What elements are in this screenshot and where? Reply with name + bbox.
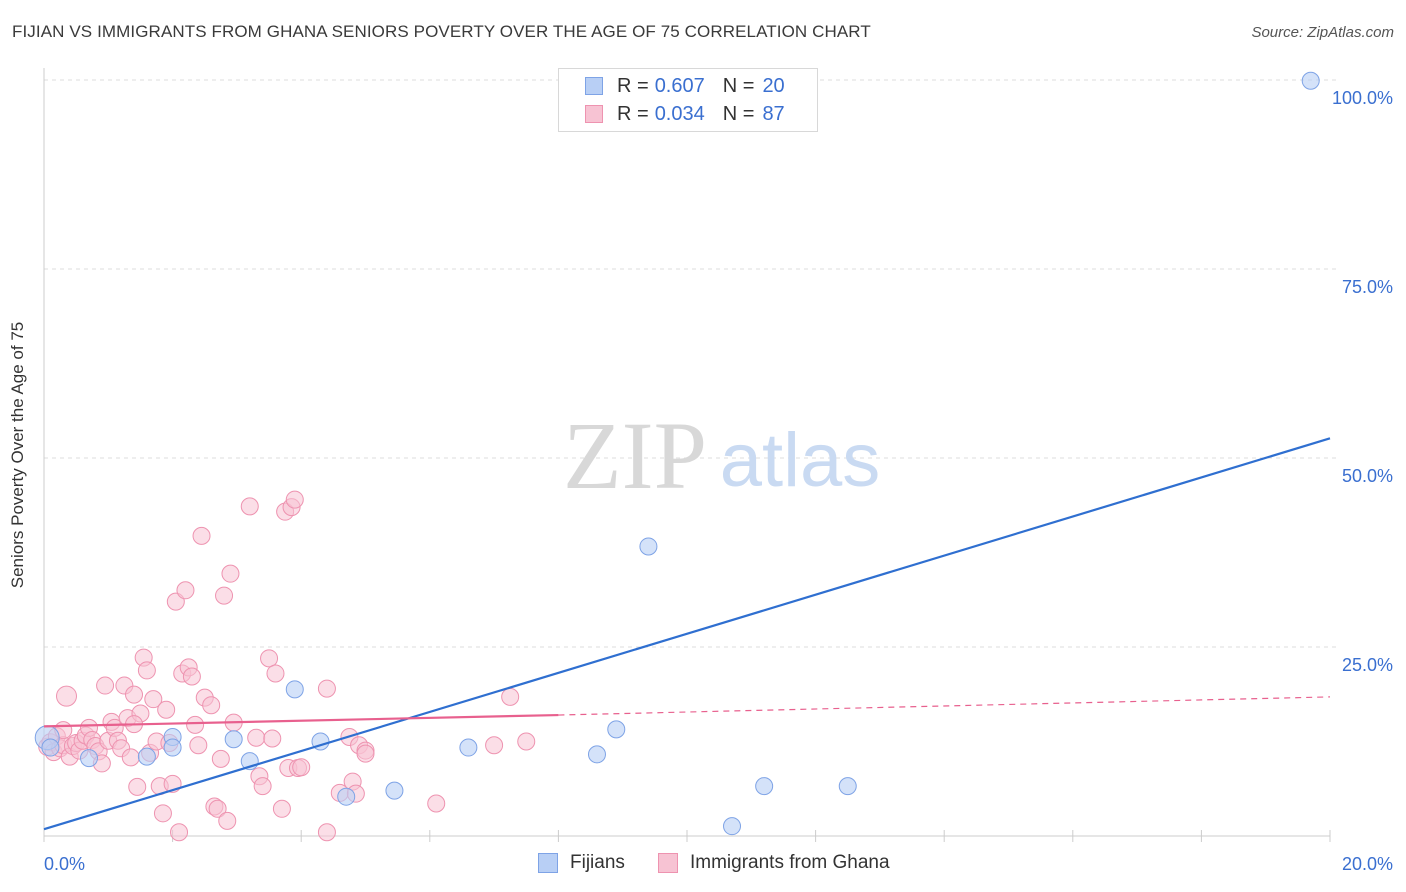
ghana-trendline-extension (558, 696, 1331, 716)
ghana-point (247, 728, 266, 747)
fijian-point (607, 720, 626, 739)
y-tick-label: 50.0% (1342, 466, 1393, 486)
x-tick-labels: 0.0% 20.0% (44, 854, 1393, 874)
fijian-point (337, 787, 356, 806)
legend-n-value: 20 (762, 74, 785, 97)
legend-swatch-ghana (585, 105, 603, 123)
ghana-point (144, 690, 163, 709)
legend-r-value: 0.607 (654, 74, 705, 97)
fijian-point (385, 781, 404, 800)
ghana-point (485, 736, 504, 755)
y-axis-label: Seniors Poverty Over the Age of 75 (8, 321, 27, 589)
correlation-legend: R = 0.607 N = 20 R = 0.034 N = 87 (558, 68, 818, 132)
series-label-ghana: Immigrants from Ghana (690, 852, 890, 873)
ghana-point (272, 799, 291, 818)
ghana-point (96, 676, 115, 695)
ghana-point (260, 649, 279, 668)
y-tick-labels: 25.0% 50.0% 75.0% 100.0% (1332, 88, 1393, 675)
fijian-point (459, 738, 478, 757)
x-tick-label: 0.0% (44, 854, 85, 874)
gridlines (44, 79, 1336, 648)
fijian-trendline (43, 437, 1331, 831)
ghana-point (121, 748, 140, 767)
ghana-point (157, 700, 176, 719)
legend-r-label: R = (617, 74, 649, 97)
ghana-point (208, 799, 227, 818)
ghana-point (125, 685, 144, 704)
ghana-point (202, 696, 221, 715)
ghana-point (240, 497, 259, 516)
series-legend: Fijians Immigrants from Ghana (0, 852, 1406, 878)
fijian-point (224, 730, 243, 749)
y-tick-label: 25.0% (1342, 655, 1393, 675)
ghana-point (263, 729, 282, 748)
ghana-point (137, 661, 156, 680)
ghana-point (356, 744, 375, 763)
ghana-point (218, 811, 237, 830)
legend-row-ghana: R = 0.034 N = 87 (585, 102, 785, 126)
fijian-point (639, 537, 658, 556)
watermark-atlas: atlas (720, 418, 881, 503)
ghana-point (253, 777, 272, 796)
legend-n-label: N = (722, 74, 755, 97)
series-swatch-ghana (658, 853, 678, 873)
axes (43, 68, 1331, 842)
legend-row-fijians: R = 0.607 N = 20 (585, 74, 785, 98)
ghana-point (266, 664, 285, 683)
fijian-point (163, 738, 182, 757)
ghana-point (317, 823, 336, 842)
fijian-point (755, 777, 774, 796)
source-label: Source: ZipAtlas.com (1251, 24, 1394, 41)
trendlines (43, 437, 1331, 831)
ghana-points (38, 490, 536, 842)
fijian-point (285, 680, 304, 699)
ghana-point (501, 687, 520, 706)
legend-n-value: 87 (762, 102, 785, 125)
ghana-point (292, 758, 311, 777)
fijian-point (723, 817, 742, 836)
ghana-point (189, 736, 208, 755)
legend-r-label: R = (617, 102, 649, 125)
ghana-point (517, 732, 536, 751)
series-label-fijians: Fijians (570, 852, 625, 873)
fijian-point (41, 738, 60, 757)
ghana-point (427, 794, 446, 813)
fijian-point (1301, 71, 1320, 90)
ghana-point (56, 685, 78, 707)
ghana-point (176, 581, 195, 600)
series-legend-fijians: Fijians (538, 852, 625, 874)
ghana-point (285, 490, 304, 509)
ghana-trendline (43, 713, 559, 728)
ghana-point (215, 586, 234, 605)
ghana-point (211, 749, 230, 768)
ghana-point (128, 777, 147, 796)
ghana-point (221, 564, 240, 583)
series-swatch-fijians (538, 853, 558, 873)
fijian-point (587, 745, 606, 764)
ghana-point (182, 667, 201, 686)
legend-swatch-fijians (585, 77, 603, 95)
watermark: ZIP atlas (563, 402, 880, 509)
ghana-point (186, 715, 205, 734)
y-tick-label: 100.0% (1332, 88, 1393, 108)
y-tick-label: 75.0% (1342, 277, 1393, 297)
legend-r-value: 0.034 (654, 102, 705, 125)
ghana-point (170, 823, 189, 842)
series-legend-ghana: Immigrants from Ghana (658, 852, 890, 874)
x-tick-label: 20.0% (1342, 854, 1393, 874)
ghana-point (317, 679, 336, 698)
fijian-point (137, 747, 156, 766)
fijian-point (838, 777, 857, 796)
fijian-points (34, 71, 1320, 836)
legend-n-label: N = (722, 102, 755, 125)
ghana-point (153, 804, 172, 823)
chart-title: FIJIAN VS IMMIGRANTS FROM GHANA SENIORS … (12, 22, 871, 41)
fijian-point (80, 749, 99, 768)
watermark-zip: ZIP (563, 402, 707, 509)
ghana-point (192, 526, 211, 545)
